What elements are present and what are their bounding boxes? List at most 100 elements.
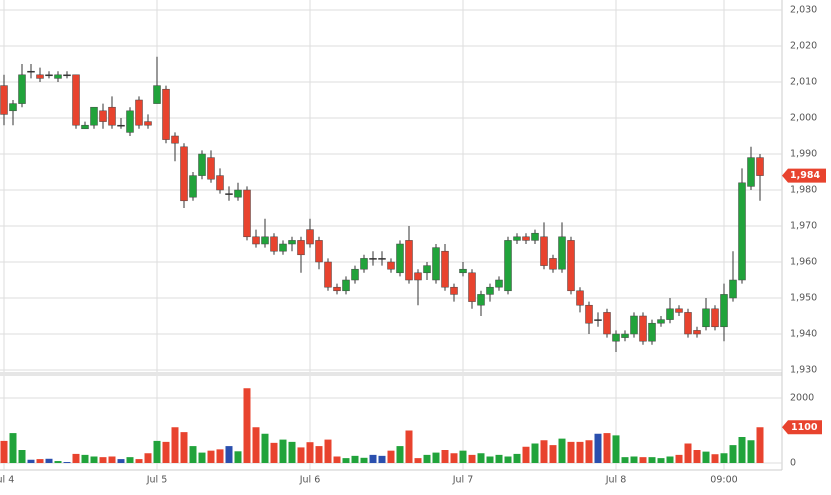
volume-bar [747, 440, 755, 463]
candle-body [225, 193, 233, 195]
volume-bar [279, 439, 287, 463]
candle-body [396, 243, 404, 274]
volume-bar [234, 451, 242, 463]
volume-bar [648, 457, 656, 463]
candle-body [675, 308, 683, 313]
volume-tick-label: 0 [790, 458, 796, 469]
volume-bar [270, 442, 278, 463]
price-badge-label: 1,984 [790, 170, 820, 181]
volume-bar [729, 445, 737, 463]
volume-bar [45, 458, 53, 463]
volume-bar [99, 457, 107, 463]
candle-body [234, 189, 242, 198]
volume-bar [135, 459, 143, 463]
candle-body [711, 308, 719, 328]
candle-body [720, 294, 728, 328]
candle-body [198, 153, 206, 176]
candle-body [432, 247, 440, 281]
volume-bar [369, 454, 377, 463]
volume-bar [315, 446, 323, 463]
candle-body [36, 74, 44, 79]
volume-bar [702, 451, 710, 463]
candle-body [90, 106, 98, 126]
volume-bar [396, 446, 404, 463]
volume-bar [54, 461, 62, 463]
volume-bar [684, 443, 692, 463]
candle-body [639, 315, 647, 342]
volume-bar [441, 450, 449, 463]
candle-body [261, 236, 269, 245]
candle-body [414, 272, 422, 281]
volume-bar [495, 454, 503, 463]
volume-bar [180, 432, 188, 463]
candle-body [108, 106, 116, 126]
candle-body [468, 272, 476, 302]
volume-bar [18, 450, 26, 463]
volume-bar [450, 453, 458, 463]
volume-bar [261, 433, 269, 463]
candle-body [171, 135, 179, 144]
volume-badge [782, 420, 822, 435]
volume-bar [432, 452, 440, 463]
volume-bar [594, 433, 602, 463]
candle-body [648, 322, 656, 342]
candle-body [405, 240, 413, 281]
candle-body [423, 265, 431, 274]
candle-body [333, 286, 341, 292]
volume-bar [378, 455, 386, 463]
candle-body [279, 243, 287, 252]
volume-bar [558, 438, 566, 463]
volume-bar [27, 459, 35, 463]
price-badge [782, 168, 826, 183]
y-tick-label: 2,030 [790, 5, 817, 16]
candle-body [306, 229, 314, 245]
volume-bar [108, 456, 116, 463]
candle-body [693, 330, 701, 335]
volume-bar [243, 388, 251, 463]
candle-body [666, 308, 674, 320]
volume-bar [9, 433, 17, 463]
y-tick-label: 2,000 [790, 113, 817, 124]
candle-body [9, 103, 17, 112]
candle-body [243, 189, 251, 238]
candle-body [576, 290, 584, 306]
volume-bar [63, 462, 71, 463]
volume-bar [612, 435, 620, 463]
candle-body [378, 258, 386, 260]
volume-bar [171, 427, 179, 463]
candle-body [72, 74, 80, 126]
volume-bar [351, 455, 359, 463]
volume-bar [405, 430, 413, 463]
volume-bar [585, 440, 593, 463]
candle-body [522, 236, 530, 241]
candle-body [81, 124, 89, 130]
candle-body [180, 146, 188, 202]
candle-body [297, 240, 305, 256]
volume-bar [81, 454, 89, 463]
volume-bar [90, 456, 98, 463]
candle-body [621, 333, 629, 338]
volume-bar [504, 456, 512, 463]
y-tick-label: 1,980 [790, 185, 817, 196]
y-tick-label: 1,970 [790, 221, 817, 232]
y-tick-label: 1,960 [790, 257, 817, 268]
candle-body [126, 110, 134, 133]
candle-body [99, 110, 107, 122]
volume-bar [522, 446, 530, 463]
x-tick-label: Jul 8 [605, 475, 627, 486]
x-tick-label: Jul 6 [299, 475, 321, 486]
candle-body [441, 250, 449, 288]
y-tick-label: 2,010 [790, 77, 817, 88]
candle-body [135, 99, 143, 126]
volume-bar [477, 453, 485, 463]
candle-body [504, 240, 512, 292]
candle-body [144, 121, 152, 126]
candle-body [54, 74, 62, 79]
volume-bar [72, 453, 80, 463]
candle-body [27, 70, 35, 73]
volume-badge-label: 1100 [791, 422, 818, 433]
candle-body [594, 319, 602, 321]
candle-body [450, 286, 458, 295]
volume-bar [153, 440, 161, 463]
